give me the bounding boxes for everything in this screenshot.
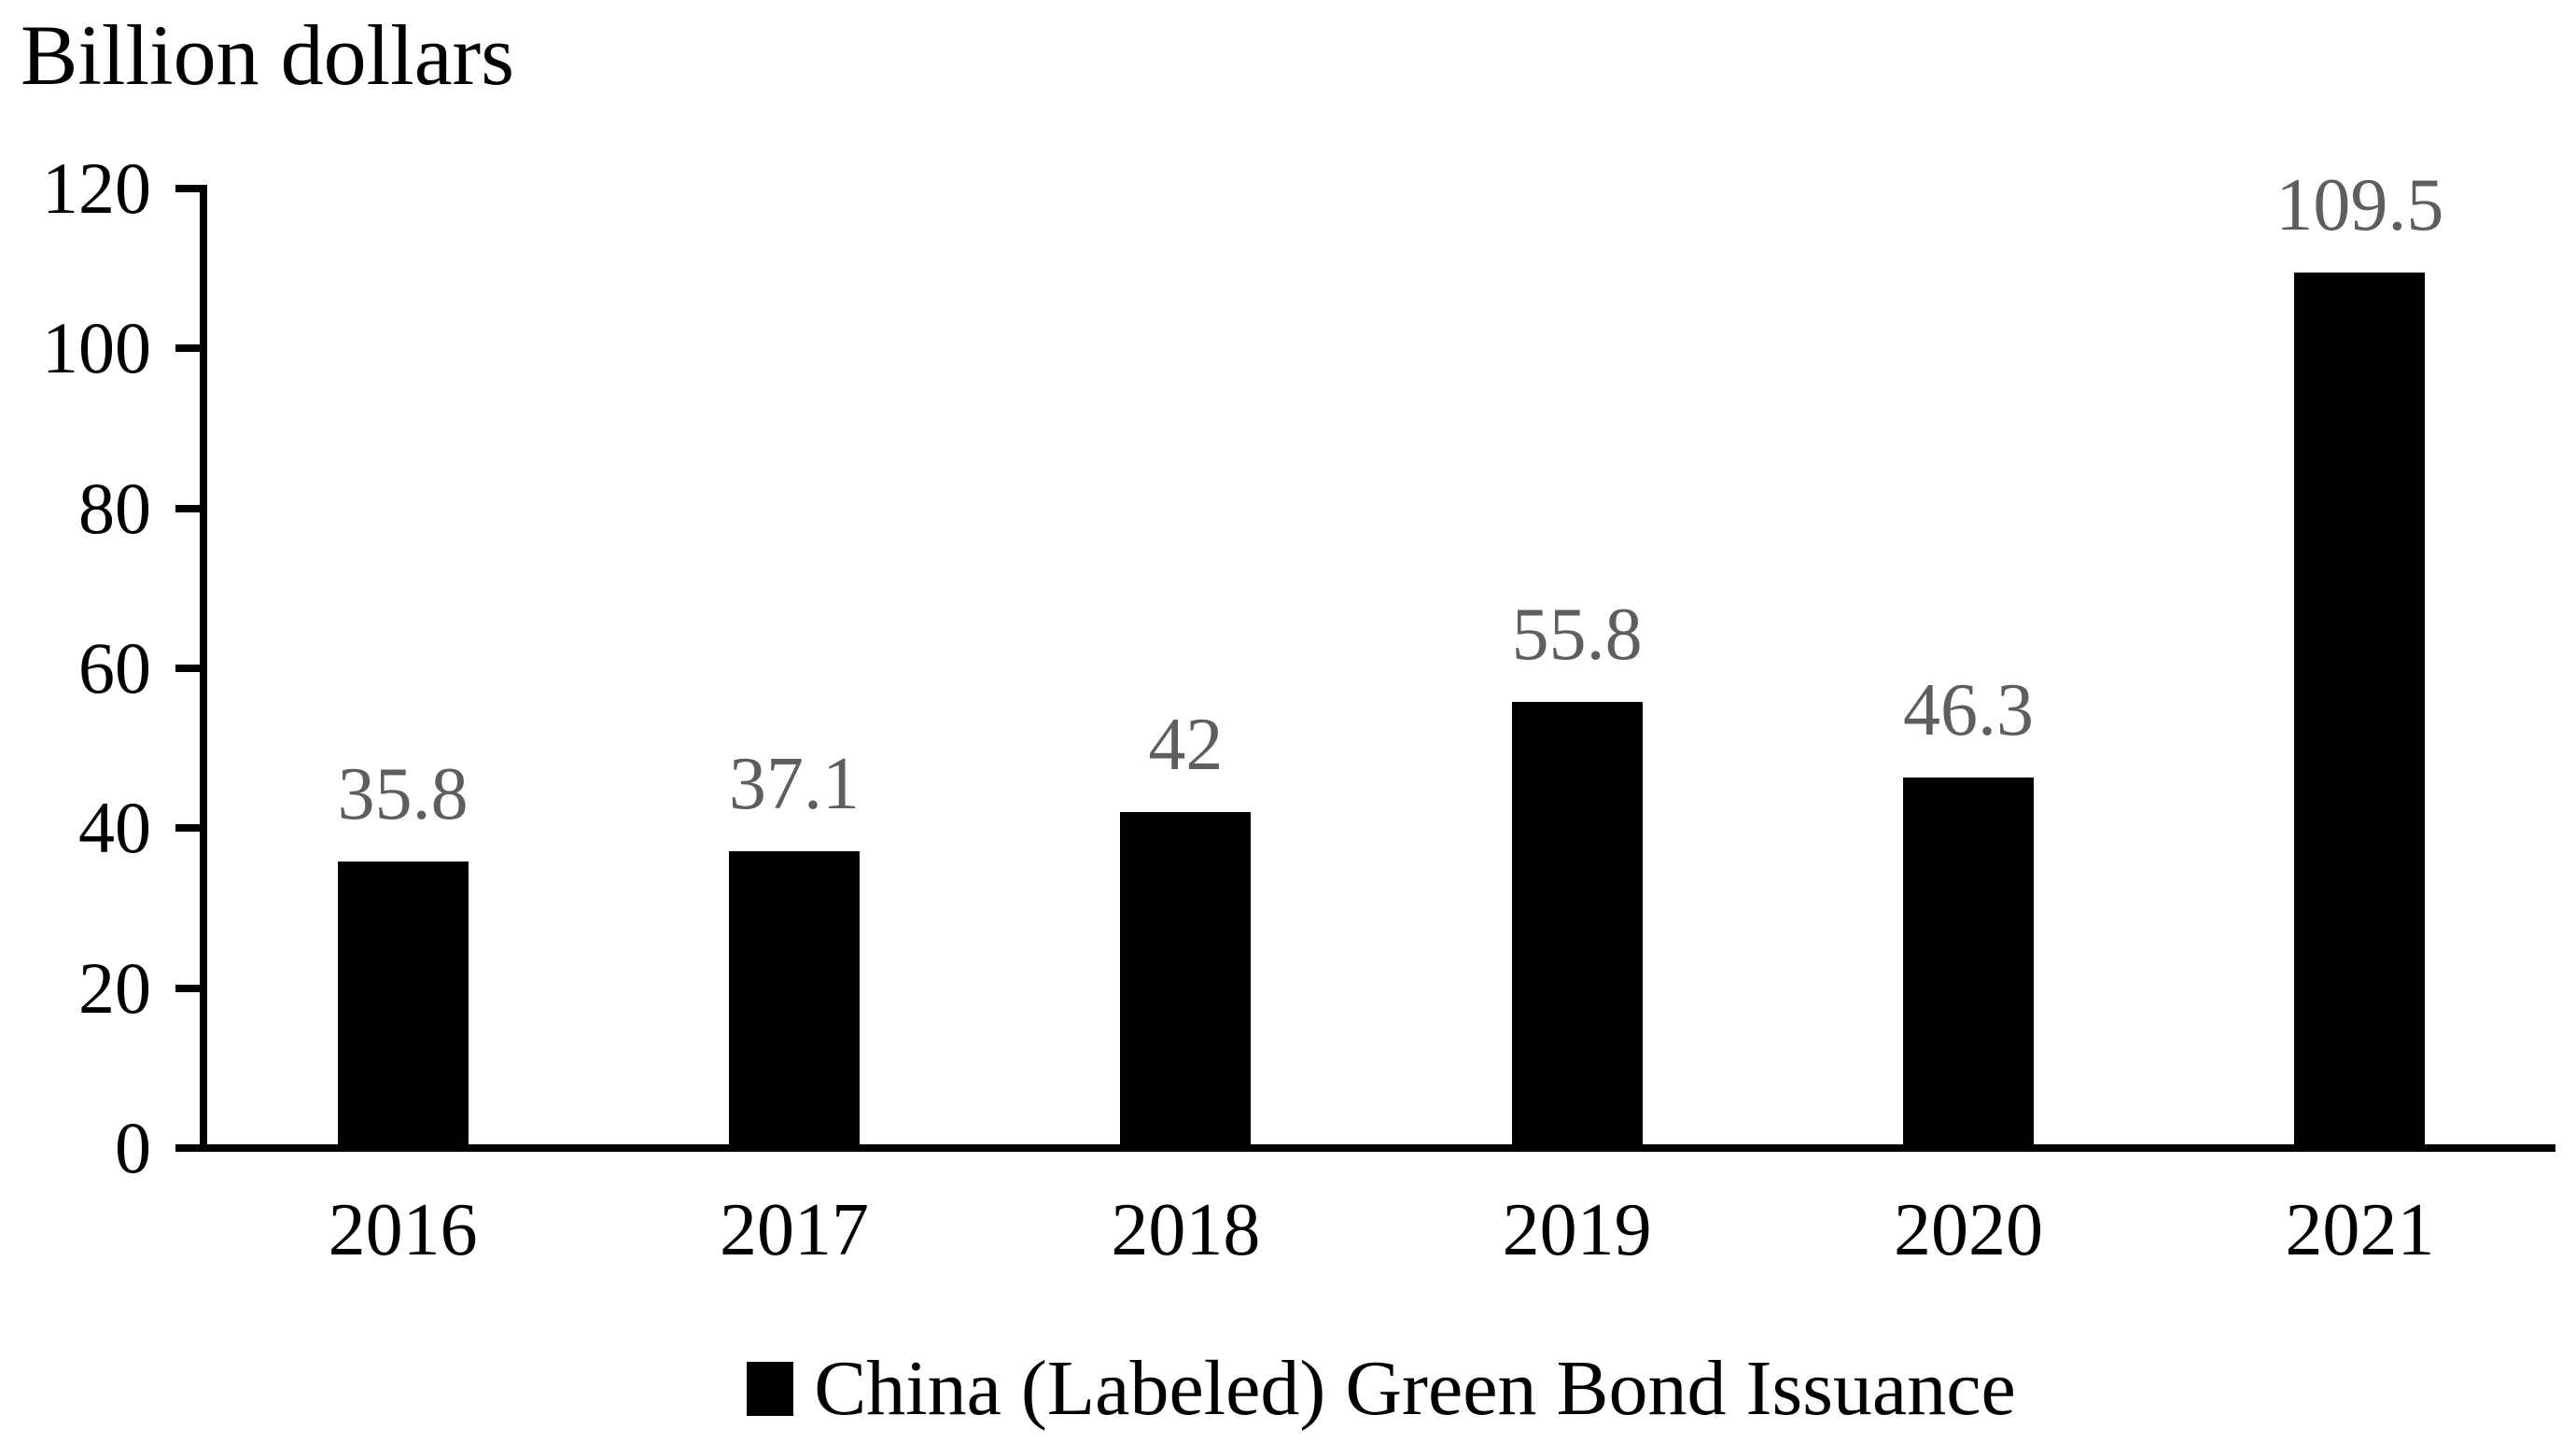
bar-2019 [1511,701,1643,1144]
bar-value-label: 35.8 [337,753,469,836]
bar-2018 [1120,812,1252,1144]
legend: China (Labeled) Green Bond Issuance [207,1348,2555,1430]
x-axis-label-2019: 2019 [1502,1189,1652,1271]
bar-value-label: 46.3 [1903,669,2034,752]
y-axis-tick [175,185,200,192]
bar-2016 [337,862,469,1144]
x-axis-label-2021: 2021 [2285,1189,2435,1271]
chart-title: Billion dollars [21,7,514,103]
bar-2021 [2294,272,2426,1144]
legend-label: China (Labeled) Green Bond Issuance [814,1345,2016,1432]
bar-value-label: 55.8 [1511,593,1643,676]
y-axis-tick [175,1144,200,1152]
x-axis-label-2018: 2018 [1111,1189,1261,1271]
bar-2020 [1903,778,2034,1144]
x-axis-label-2017: 2017 [720,1189,869,1271]
y-axis-tick-label: 120 [42,147,151,229]
x-axis-label-2016: 2016 [328,1189,478,1271]
x-axis-line [200,1144,2555,1152]
y-axis-tick-label: 0 [115,1107,151,1188]
y-axis-tick-label: 60 [78,627,151,708]
bar-value-label: 42 [1148,704,1224,787]
x-axis-label-2020: 2020 [1894,1189,2043,1271]
y-axis-line [200,185,207,1152]
y-axis-tick-label: 100 [42,307,151,389]
bar-value-label: 109.5 [2275,163,2444,246]
y-axis-tick-label: 40 [78,787,151,869]
legend-marker-icon [747,1362,794,1416]
y-axis-tick [175,665,200,672]
bar-2017 [729,851,860,1144]
y-axis-tick [175,504,200,512]
y-axis-tick-label: 80 [78,467,151,549]
y-axis-tick-label: 20 [78,946,151,1029]
bar-value-label: 37.1 [729,743,860,826]
y-axis-tick [175,984,200,992]
y-axis-tick [175,824,200,833]
y-axis-tick [175,344,200,353]
